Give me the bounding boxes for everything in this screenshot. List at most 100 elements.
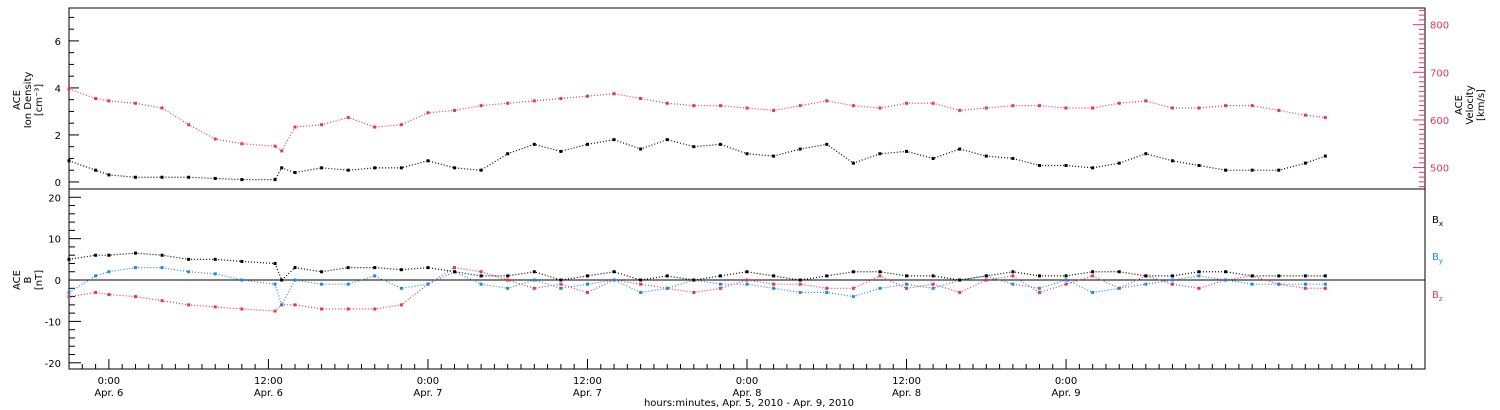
- top-right-ytick-label-3: 800: [1430, 21, 1449, 32]
- bx-point: [532, 270, 536, 274]
- bx-point: [399, 268, 403, 272]
- bottom-ylabel-line2: B: [23, 276, 34, 283]
- ion-density-point: [399, 166, 403, 170]
- top-left-ytick-label-0: 0: [55, 178, 61, 189]
- x-tick-time-label-5: 12:00: [892, 376, 921, 387]
- bx-point: [346, 266, 350, 270]
- velocity-point: [639, 97, 643, 100]
- by-point: [878, 286, 882, 290]
- velocity-point: [718, 104, 722, 108]
- x-tick-date-label-5: Apr. 8: [892, 388, 921, 399]
- velocity-point: [94, 97, 98, 100]
- by-point: [639, 290, 643, 294]
- bottom-ylabel-line1: ACE: [12, 270, 23, 290]
- ion-density-point: [373, 166, 377, 170]
- by-point: [1170, 278, 1174, 282]
- bz-point: [532, 286, 536, 290]
- top-right-ytick-label-0: 500: [1430, 164, 1449, 175]
- ion-density-point: [692, 145, 696, 149]
- bz-point: [931, 282, 935, 286]
- top-ylabel-right-line3: [km/s]: [1476, 89, 1487, 121]
- bx-point: [851, 270, 855, 274]
- bz-point: [1037, 290, 1041, 294]
- by-point: [745, 282, 749, 286]
- bx-point: [1144, 274, 1148, 278]
- velocity-point: [399, 123, 403, 127]
- top-panel-frame: [68, 7, 1426, 190]
- velocity-point: [825, 99, 829, 103]
- velocity-point: [1170, 106, 1174, 110]
- ion-density-point: [273, 178, 277, 182]
- ion-density-point: [1064, 163, 1068, 167]
- by-point: [585, 282, 589, 286]
- bx-point: [1170, 274, 1174, 278]
- bx-trace: [68, 252, 1326, 282]
- bz-point: [1170, 282, 1174, 286]
- by-point: [1250, 282, 1254, 286]
- bx-point: [1117, 270, 1121, 274]
- by-point: [213, 272, 217, 276]
- legend-label-by: By: [1432, 252, 1443, 265]
- ion-density-point: [532, 142, 536, 146]
- velocity-point: [1303, 113, 1307, 117]
- top-left-ytick-label-3: 6: [55, 37, 61, 48]
- bz-point: [1197, 286, 1201, 290]
- bx-point: [373, 266, 377, 270]
- by-point: [559, 286, 563, 290]
- bx-point: [878, 270, 882, 274]
- x-tick-date-label-1: Apr. 6: [254, 388, 283, 399]
- ion-density-point: [94, 168, 98, 172]
- bz-point: [107, 293, 111, 297]
- bx-point: [1277, 274, 1281, 278]
- bx-point: [1323, 274, 1327, 278]
- by-point: [718, 282, 722, 286]
- ion-density-point: [240, 178, 244, 182]
- ion-density-point: [851, 161, 855, 165]
- bx-point: [825, 274, 829, 278]
- bx-point: [1250, 274, 1254, 278]
- velocity-point: [851, 104, 855, 108]
- velocity-point: [1197, 106, 1201, 110]
- by-point: [1303, 282, 1307, 286]
- bz-point: [798, 282, 802, 286]
- x-tick-time-label-3: 12:00: [573, 376, 602, 387]
- by-point: [905, 282, 909, 286]
- bz-point: [133, 295, 137, 299]
- by-point: [240, 278, 244, 282]
- bz-point: [320, 307, 324, 311]
- by-point: [426, 282, 430, 286]
- velocity-point: [665, 101, 669, 105]
- ion-density-point: [665, 138, 669, 142]
- bz-point: [94, 290, 98, 294]
- by-point: [1197, 274, 1201, 278]
- velocity-point: [373, 125, 377, 129]
- bz-point: [692, 290, 696, 294]
- ion-density-point: [187, 175, 191, 179]
- bx-point: [798, 278, 802, 282]
- bx-point: [745, 270, 749, 274]
- bz-point: [1323, 286, 1327, 290]
- ion-density-point: [426, 159, 430, 163]
- bx-point: [506, 274, 510, 278]
- ion-density-point: [612, 138, 616, 142]
- x-tick-time-label-4: 0:00: [736, 376, 758, 387]
- velocity-point: [1224, 104, 1228, 108]
- by-point: [346, 282, 350, 286]
- ion-density-trace: [68, 139, 1326, 181]
- legend-label-bx: Bx: [1432, 215, 1443, 228]
- ion-density-point: [1197, 163, 1201, 167]
- velocity-point: [559, 97, 563, 100]
- bottom-ytick-label-4: 20: [48, 193, 61, 204]
- velocity-point: [273, 144, 277, 148]
- x-axis-title: hours:minutes, Apr. 5, 2010 - Apr. 9, 20…: [644, 398, 854, 409]
- by-point: [399, 286, 403, 290]
- legend-label-bz: Bz: [1432, 290, 1443, 303]
- bx-point: [1224, 270, 1228, 274]
- ion-density-point: [878, 152, 882, 156]
- x-tick-date-label-3: Apr. 7: [573, 388, 602, 399]
- ion-density-point: [453, 166, 457, 170]
- bz-point: [585, 290, 589, 294]
- top-right-ytick-label-2: 700: [1430, 68, 1449, 79]
- bz-point: [1011, 274, 1015, 278]
- ion-density-point: [213, 176, 217, 180]
